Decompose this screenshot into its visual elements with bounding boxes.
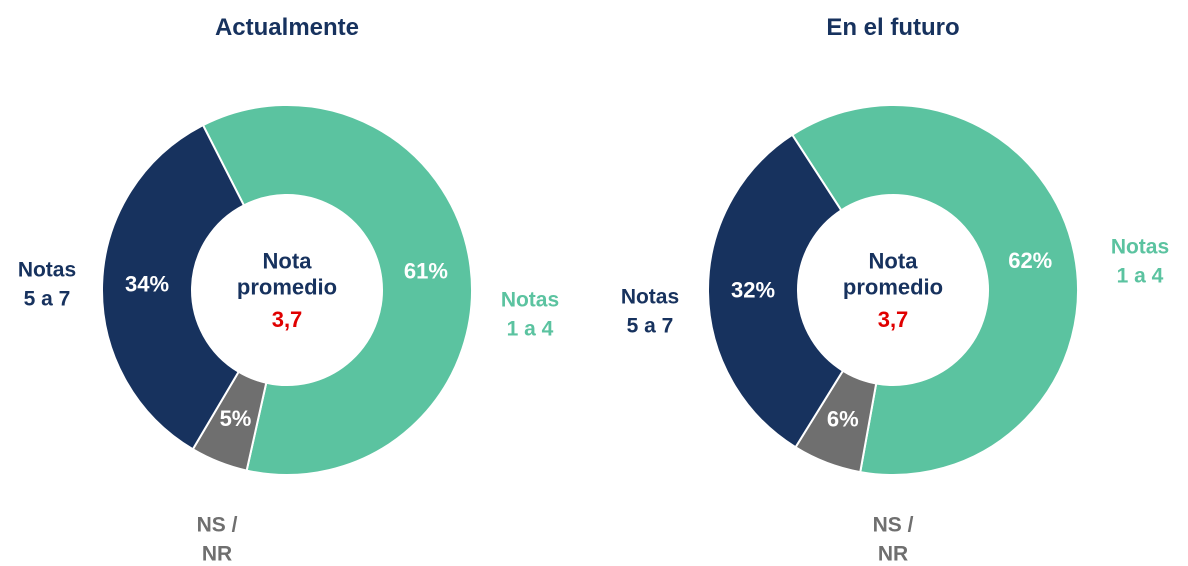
donut-segment [707, 133, 845, 449]
donut-segment [790, 104, 1079, 476]
category-label: Notas 1 a 4 [1110, 235, 1170, 288]
data-label: 6% [827, 407, 859, 432]
donut-segment [201, 104, 473, 476]
center-value: 3,7 [877, 306, 909, 332]
category-label: Notas 1 a 4 [500, 288, 560, 341]
data-label: 61% [404, 258, 448, 283]
data-label: 32% [731, 277, 775, 302]
category-label: Notas 5 a 7 [17, 258, 77, 311]
category-label: NS / NR [872, 513, 914, 566]
chart-title: Actualmente [214, 14, 360, 41]
data-label: 5% [220, 406, 252, 431]
center-label: Nota promedio [236, 248, 338, 300]
category-label: Notas 5 a 7 [620, 285, 680, 338]
data-label: 34% [125, 271, 169, 296]
category-label: NS / NR [196, 513, 238, 566]
center-label: Nota promedio [842, 248, 944, 300]
data-label: 62% [1008, 248, 1052, 273]
center-value: 3,7 [271, 306, 303, 332]
donut-segment [101, 123, 246, 451]
chart-title: En el futuro [826, 14, 960, 41]
